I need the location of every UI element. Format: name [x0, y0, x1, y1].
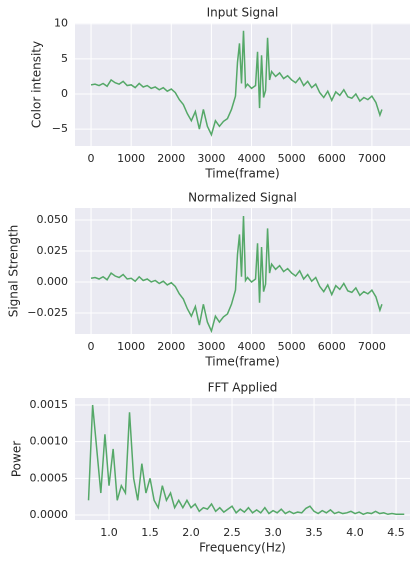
x-tick-label: 5000: [278, 152, 306, 165]
y-tick-label: 0.0000: [30, 508, 69, 521]
y-tick-label: 5: [61, 52, 68, 65]
x-tick-label: 4.0: [346, 526, 364, 539]
series-group: [87, 404, 405, 516]
y-tick-label: 0.0010: [30, 435, 69, 448]
x-tick-label: 6000: [318, 152, 346, 165]
subplot: 0 1000 2000 3000 4000 5000 6000 7000 −0.025 0.000…: [7, 191, 410, 369]
x-tick-label: 4000: [238, 152, 266, 165]
x-tick-label: 6000: [318, 340, 346, 353]
x-tick-label: 2.0: [182, 526, 200, 539]
signal-line: [90, 216, 383, 334]
y-tick-label: −5: [52, 122, 68, 135]
x-tick-label: 0: [88, 152, 95, 165]
x-tick-label: 3000: [197, 340, 225, 353]
x-axis-label: Time(frame): [204, 167, 279, 181]
x-axis-label: Frequency(Hz): [199, 541, 286, 555]
chart-title: Input Signal: [207, 6, 279, 20]
x-tick-label: 1.5: [141, 526, 159, 539]
subplot: 1.0 1.5 2.0 2.5 3.0 3.5 4.0 4.5 0.0000 0.0005 0.00…: [10, 381, 410, 555]
y-tick-label: 10: [54, 17, 68, 30]
x-tick-label: 3.0: [264, 526, 282, 539]
signal-line: [87, 404, 405, 516]
x-tick-label: 2.5: [223, 526, 241, 539]
x-tick-label: 3.5: [305, 526, 323, 539]
y-tick-label: 0: [61, 87, 68, 100]
y-tick-label: 0.0005: [30, 471, 69, 484]
x-tick-label: 0: [88, 340, 95, 353]
x-tick-label: 2000: [157, 340, 185, 353]
subplot: 0 1000 2000 3000 4000 5000 6000 7000 −5 0 5 10 Input…: [30, 6, 410, 181]
y-tick-label: 0.050: [37, 213, 69, 226]
y-axis-label: Color intensity: [30, 41, 44, 128]
x-tick-label: 7000: [358, 340, 386, 353]
x-tick-label: 1000: [117, 340, 145, 353]
x-tick-label: 4.5: [387, 526, 405, 539]
x-tick-label: 5000: [278, 340, 306, 353]
series-group: [90, 30, 383, 137]
x-tick-label: 3000: [197, 152, 225, 165]
x-tick-label: 1000: [117, 152, 145, 165]
plot-area: [75, 398, 410, 520]
y-tick-label: 0.0015: [30, 398, 69, 411]
x-tick-label: 7000: [358, 152, 386, 165]
series-group: [90, 216, 383, 334]
x-tick-label: 4000: [238, 340, 266, 353]
y-axis-label: Signal Strength: [7, 225, 21, 318]
y-tick-label: 0.025: [37, 244, 69, 257]
signal-line: [90, 30, 383, 137]
x-axis-label: Time(frame): [204, 355, 279, 369]
y-tick-label: −0.025: [27, 306, 68, 319]
y-axis-label: Power: [10, 441, 24, 477]
chart-title: Normalized Signal: [188, 191, 297, 205]
y-tick-label: 0.000: [37, 275, 69, 288]
x-tick-label: 2000: [157, 152, 185, 165]
x-tick-label: 1.0: [100, 526, 118, 539]
chart-title: FFT Applied: [208, 381, 278, 395]
